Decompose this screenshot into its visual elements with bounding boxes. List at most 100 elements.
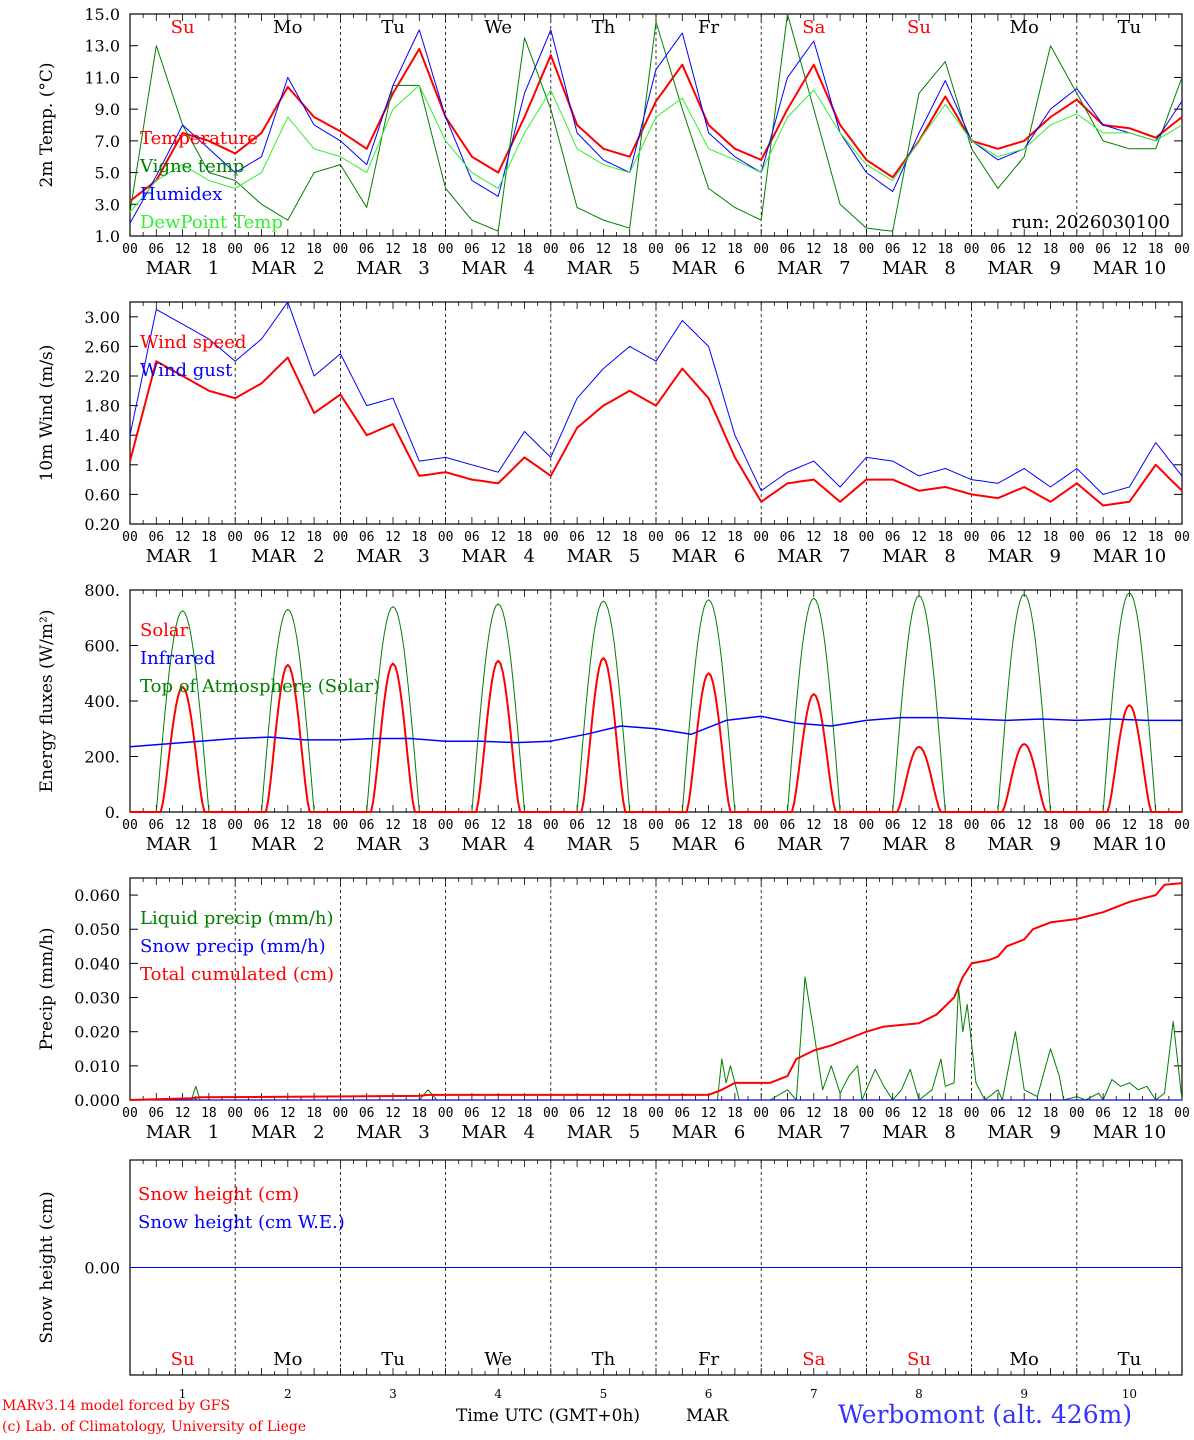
wind-hour-label: 12 <box>490 530 506 545</box>
energy-hour-label: 06 <box>254 818 270 833</box>
wind-hour-label: 18 <box>622 530 638 545</box>
energy-hour-label: 06 <box>1095 818 1111 833</box>
day-name-bottom: Mo <box>1010 1349 1039 1370</box>
wind-y-tick-label: 0.20 <box>84 515 120 534</box>
energy-hour-label: 00 <box>1069 818 1085 833</box>
wind-hour-label: 00 <box>438 530 454 545</box>
temp-y-axis-label: 2m Temp. (°C) <box>37 62 57 187</box>
day-name-bottom: Mo <box>273 1349 302 1370</box>
day-number: 4 <box>494 1387 502 1401</box>
precip-hour-label: 06 <box>569 1106 585 1121</box>
wind-hour-label: 00 <box>964 530 980 545</box>
energy-legend-item: Infrared <box>140 648 215 669</box>
credit-line: (c) Lab. of Climatology, University of L… <box>2 1419 307 1435</box>
wind-date-label: MAR 8 <box>882 546 956 567</box>
temp-hour-label: 00 <box>543 242 559 257</box>
temp-y-tick-label: 5.0 <box>95 164 120 183</box>
day-name-top: We <box>484 17 512 38</box>
day-number: 9 <box>1020 1387 1028 1401</box>
energy-y-axis-label: Energy fluxes (W/m²) <box>37 610 57 793</box>
wind-hour-label: 00 <box>543 530 559 545</box>
wind-hour-label: 18 <box>727 530 743 545</box>
wind-hour-label: 18 <box>1043 530 1059 545</box>
precip-hour-label: 18 <box>1043 1106 1059 1121</box>
temp-hour-label: 18 <box>1043 242 1059 257</box>
precip-series-line <box>130 976 1183 1101</box>
wind-hour-label: 18 <box>937 530 953 545</box>
energy-hour-label: 12 <box>911 818 927 833</box>
wind-legend-item: Wind speed <box>140 332 246 353</box>
temp-date-label: MAR 10 <box>1093 258 1167 279</box>
time-axis-label: Time UTC (GMT+0h) <box>456 1406 641 1426</box>
wind-series-line <box>129 356 1183 507</box>
precip-date-label: MAR 1 <box>146 1122 220 1143</box>
wind-y-tick-label: 0.60 <box>84 485 120 504</box>
wind-hour-label: 18 <box>411 530 427 545</box>
wind-hour-label: 00 <box>1174 530 1190 545</box>
temp-hour-label: 06 <box>990 242 1006 257</box>
energy-hour-label: 00 <box>122 818 138 833</box>
energy-hour-label: 06 <box>569 818 585 833</box>
temp-legend-item: Humidex <box>140 184 222 205</box>
day-number: 5 <box>600 1387 608 1401</box>
wind-date-label: MAR 1 <box>146 546 220 567</box>
wind-hour-label: 06 <box>990 530 1006 545</box>
temp-hour-label: 12 <box>701 242 717 257</box>
energy-date-label: MAR 9 <box>987 834 1061 855</box>
energy-y-tick-label: 400. <box>84 692 120 711</box>
precip-date-label: MAR 9 <box>987 1122 1061 1143</box>
wind-hour-label: 00 <box>648 530 664 545</box>
day-name-bottom: Su <box>907 1349 931 1370</box>
precip-date-label: MAR 4 <box>461 1122 535 1143</box>
wind-date-label: MAR 9 <box>987 546 1061 567</box>
temp-hour-label: 12 <box>1016 242 1032 257</box>
energy-hour-label: 00 <box>227 818 243 833</box>
energy-hour-label: 18 <box>201 818 217 833</box>
temp-hour-label: 06 <box>359 242 375 257</box>
temp-hour-label: 00 <box>753 242 769 257</box>
wind-y-tick-label: 2.20 <box>84 367 120 386</box>
temp-date-label: MAR 4 <box>461 258 535 279</box>
energy-date-label: MAR 10 <box>1093 834 1167 855</box>
wind-hour-label: 18 <box>832 530 848 545</box>
wind-date-label: MAR 4 <box>461 546 535 567</box>
energy-hour-label: 00 <box>543 818 559 833</box>
precip-hour-label: 00 <box>648 1106 664 1121</box>
day-number: 7 <box>810 1387 818 1401</box>
precip-hour-label: 06 <box>674 1106 690 1121</box>
energy-hour-label: 12 <box>806 818 822 833</box>
snow-legend-item: Snow height (cm) <box>138 1184 299 1205</box>
energy-hour-label: 18 <box>622 818 638 833</box>
precip-hour-label: 12 <box>596 1106 612 1121</box>
precip-legend-item: Total cumulated (cm) <box>140 964 334 985</box>
day-name-bottom: Sa <box>802 1349 825 1370</box>
precip-y-tick-label: 0.050 <box>74 920 120 939</box>
precip-y-tick-label: 0.040 <box>74 954 120 973</box>
wind-hour-label: 06 <box>464 530 480 545</box>
day-name-top: Mo <box>1010 17 1039 38</box>
temp-hour-label: 18 <box>727 242 743 257</box>
wind-hour-label: 00 <box>122 530 138 545</box>
temp-hour-label: 12 <box>385 242 401 257</box>
precip-date-label: MAR 7 <box>777 1122 851 1143</box>
energy-hour-label: 06 <box>464 818 480 833</box>
energy-date-label: MAR 3 <box>356 834 430 855</box>
energy-hour-label: 06 <box>780 818 796 833</box>
precip-y-tick-label: 0.060 <box>74 886 120 905</box>
temp-date-label: MAR 5 <box>567 258 641 279</box>
precip-hour-label: 06 <box>464 1106 480 1121</box>
precip-y-tick-label: 0.030 <box>74 989 120 1008</box>
day-name-bottom: Tu <box>381 1349 405 1370</box>
temp-y-tick-label: 13.0 <box>84 37 120 56</box>
energy-hour-label: 00 <box>859 818 875 833</box>
precip-hour-label: 00 <box>1069 1106 1085 1121</box>
wind-date-label: MAR 6 <box>672 546 746 567</box>
energy-hour-label: 18 <box>306 818 322 833</box>
energy-hour-label: 12 <box>385 818 401 833</box>
energy-hour-label: 00 <box>438 818 454 833</box>
temp-hour-label: 06 <box>1095 242 1111 257</box>
wind-date-label: MAR 10 <box>1093 546 1167 567</box>
wind-y-axis-label: 10m Wind (m/s) <box>37 345 57 482</box>
precip-hour-label: 18 <box>727 1106 743 1121</box>
day-name-bottom: Fr <box>698 1349 719 1370</box>
